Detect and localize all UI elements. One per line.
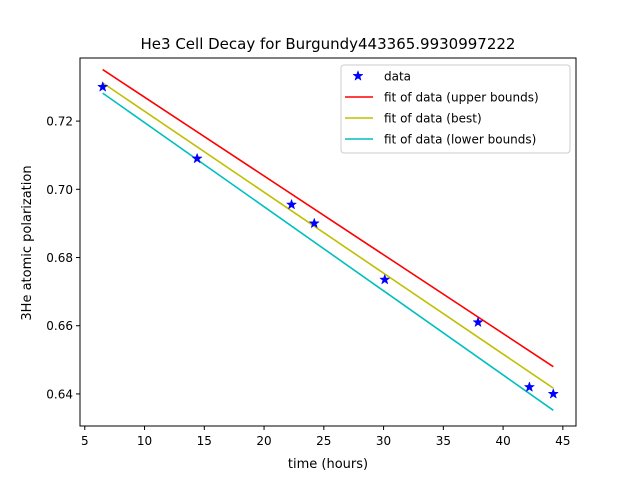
legend-label: fit of data (upper bounds) [384, 91, 539, 105]
legend: data fit of data (upper bounds) fit of dat… [340, 64, 571, 154]
data-point [191, 152, 203, 164]
chart-title: He3 Cell Decay for Burgundy443365.993099… [141, 35, 516, 53]
data-point [97, 81, 109, 92]
legend-marker-star [352, 70, 364, 81]
series-line-fit-of-data-lower-bounds [102, 92, 554, 411]
x-tick-label: 45 [555, 434, 570, 448]
y-tick-label: 0.66 [46, 319, 73, 333]
x-tick-label: 40 [495, 434, 510, 448]
plot-area [79, 57, 577, 427]
x-tick-label: 5 [81, 434, 89, 448]
y-axis: 0.64 0.66 0.68 0.70 0.72 [46, 115, 80, 401]
series-line-fit-of-data-best [102, 82, 554, 389]
y-tick-label: 0.68 [46, 251, 73, 265]
legend-box [340, 64, 571, 154]
data-point [379, 273, 391, 285]
x-tick-label: 35 [436, 434, 451, 448]
y-axis-label: 3He atomic polarization [20, 165, 35, 320]
data-point [523, 381, 536, 392]
legend-label: data [384, 70, 411, 84]
data-point [308, 217, 320, 229]
x-tick-label: 30 [376, 434, 391, 448]
y-tick-label: 0.72 [46, 115, 73, 129]
x-tick-label: 15 [197, 434, 212, 448]
x-axis: 5 10 15 20 25 30 35 40 45 [81, 426, 570, 448]
x-tick-label: 25 [316, 434, 331, 448]
data-point [547, 387, 559, 399]
data-point [472, 316, 484, 328]
x-tick-label: 20 [256, 434, 271, 448]
legend-label: fit of data (lower bounds) [384, 133, 536, 147]
x-axis-label: time (hours) [288, 457, 368, 472]
y-tick-label: 0.70 [46, 183, 73, 197]
x-tick-label: 10 [137, 434, 152, 448]
data-point [285, 198, 298, 210]
y-tick-label: 0.64 [46, 387, 73, 401]
axes-frame [79, 57, 577, 427]
legend-label: fit of data (best) [384, 112, 482, 126]
